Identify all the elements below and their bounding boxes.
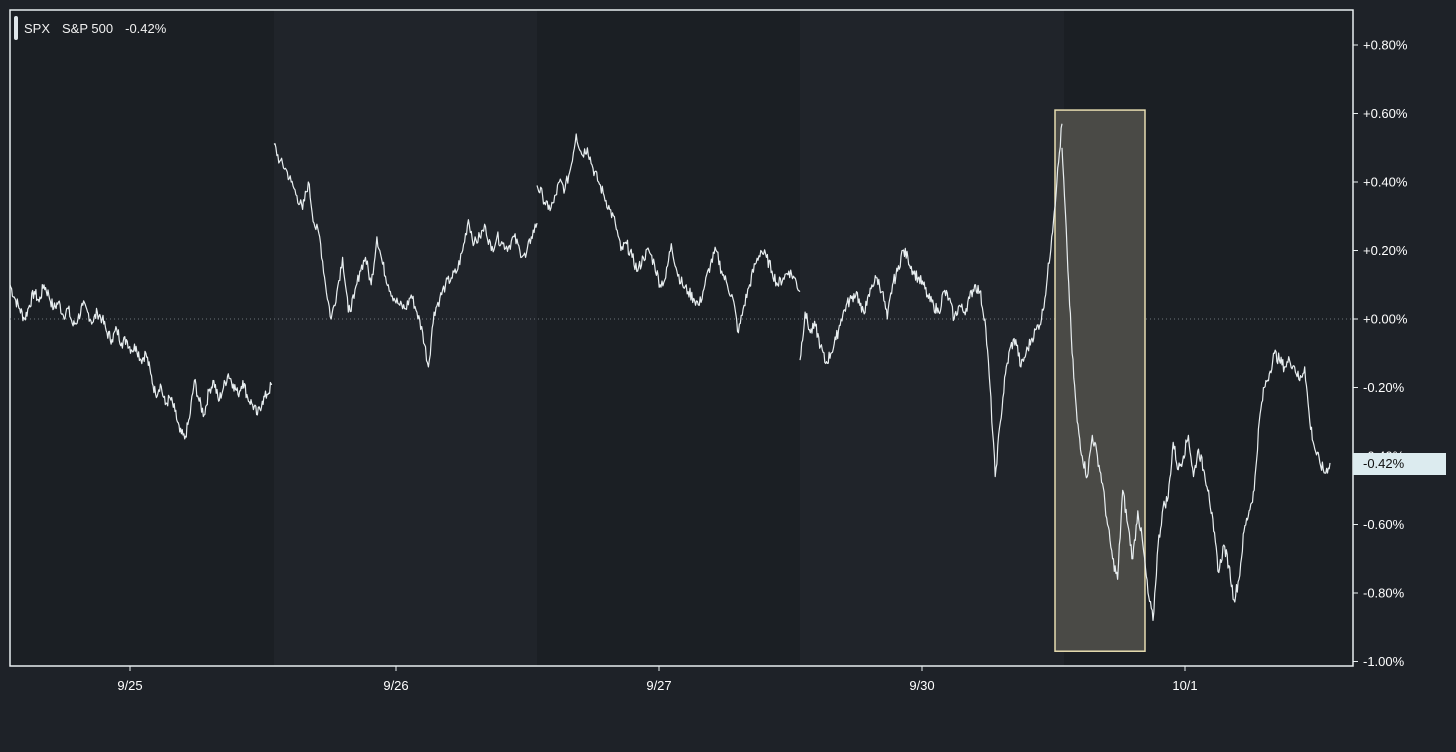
session-band: [537, 10, 800, 666]
legend-change: -0.42%: [125, 20, 167, 36]
y-tick-label: -0.60%: [1363, 517, 1405, 532]
series-lines: [9, 123, 1331, 621]
legend-name: S&P 500: [62, 20, 114, 36]
y-tick-label: +0.00%: [1363, 312, 1408, 327]
y-tick-label: +0.40%: [1363, 175, 1408, 190]
session-band: [10, 10, 274, 666]
x-tick-label: 10/1: [1172, 678, 1197, 693]
session-bands: [10, 10, 1353, 666]
y-tick-label: +0.80%: [1363, 38, 1408, 53]
series-line-9-30: [799, 123, 1063, 478]
highlight-rect: [1054, 109, 1146, 652]
legend-swatch: [14, 16, 18, 40]
y-tick-label: -0.20%: [1363, 380, 1405, 395]
x-axis: 9/25 9/26 9/27 9/30 10/1: [117, 666, 1198, 693]
x-tick-label: 9/30: [909, 678, 934, 693]
x-tick-label: 9/25: [117, 678, 142, 693]
highlight-box: [1054, 109, 1146, 652]
series-line-9-27: [536, 133, 801, 334]
series-line-10-1: [1061, 147, 1331, 621]
series-line-9-25: [9, 284, 273, 440]
y-tick-label: +0.60%: [1363, 106, 1408, 121]
y-axis: +0.80%+0.60%+0.40%+0.20%+0.00%-0.20%-0.4…: [1353, 38, 1408, 669]
x-tick-label: 9/26: [383, 678, 408, 693]
plot-border: [9, 9, 1354, 667]
y-tick-label: +0.20%: [1363, 243, 1408, 258]
current-value-tag: -0.42%: [1353, 453, 1446, 475]
legend: SPX S&P 500 -0.42%: [14, 16, 166, 40]
x-tick-label: 9/27: [646, 678, 671, 693]
legend-symbol: SPX: [24, 20, 51, 36]
y-tick-label: -1.00%: [1363, 654, 1405, 669]
series-line-9-26: [273, 143, 538, 368]
y-tick-label: -0.80%: [1363, 586, 1405, 601]
